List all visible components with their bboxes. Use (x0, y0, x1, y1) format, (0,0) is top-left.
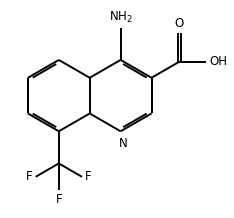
Text: F: F (26, 170, 33, 183)
Text: F: F (55, 193, 62, 206)
Text: N: N (119, 137, 128, 150)
Text: NH$_2$: NH$_2$ (109, 10, 132, 25)
Text: F: F (85, 170, 91, 183)
Text: O: O (175, 17, 184, 30)
Text: OH: OH (209, 55, 227, 68)
